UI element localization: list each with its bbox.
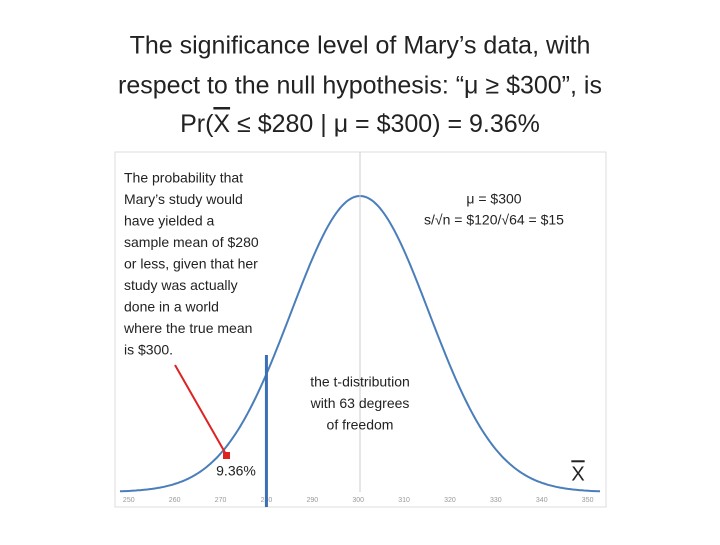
formula-prefix: Pr( — [180, 110, 214, 138]
description-line: study was actually — [124, 277, 238, 293]
axis-label: X — [571, 463, 584, 485]
description-line: Mary’s study would — [124, 191, 243, 207]
distribution-label: the t-distribution — [310, 374, 410, 390]
parameter-line: μ = $300 — [466, 191, 521, 207]
description-line: is $300. — [124, 342, 173, 358]
description-line: The probability that — [124, 170, 243, 186]
x-tick-label: 330 — [490, 497, 502, 504]
formula: Pr(X ≤ $280 | μ = $300) = 9.36% — [180, 110, 540, 138]
formula-variable: X — [213, 110, 230, 138]
x-tick-label: 300 — [352, 497, 364, 504]
pointer-arrow — [174, 364, 228, 457]
description-line: done in a world — [124, 299, 219, 315]
distribution-label: of freedom — [327, 417, 394, 433]
description-line: have yielded a — [124, 213, 215, 229]
chart: 250260270280290300310320330340350The pro… — [119, 152, 601, 507]
formula-rest: ≤ $280 | μ = $300) = 9.36% — [237, 110, 540, 138]
title-line: The significance level of Mary’s data, w… — [130, 32, 591, 60]
description-line: where the true mean — [123, 320, 252, 336]
x-tick-label: 250 — [123, 497, 135, 504]
description-line: sample mean of $280 — [124, 234, 259, 250]
x-tick-label: 310 — [398, 497, 410, 504]
distribution-label: with 63 degrees — [310, 395, 410, 411]
parameter-line: s/√n = $120/√64 = $15 — [424, 212, 564, 228]
description-line: or less, given that her — [124, 256, 258, 272]
x-tick-label: 320 — [444, 497, 456, 504]
x-tick-label: 260 — [169, 497, 181, 504]
tail-label: 9.36% — [216, 463, 256, 479]
x-tick-label: 350 — [582, 497, 594, 504]
x-tick-label: 270 — [215, 497, 227, 504]
x-tick-label: 340 — [536, 497, 548, 504]
title-line: respect to the null hypothesis: “μ ≥ $30… — [118, 72, 602, 100]
pointer-head — [223, 452, 230, 459]
x-tick-label: 290 — [306, 497, 318, 504]
